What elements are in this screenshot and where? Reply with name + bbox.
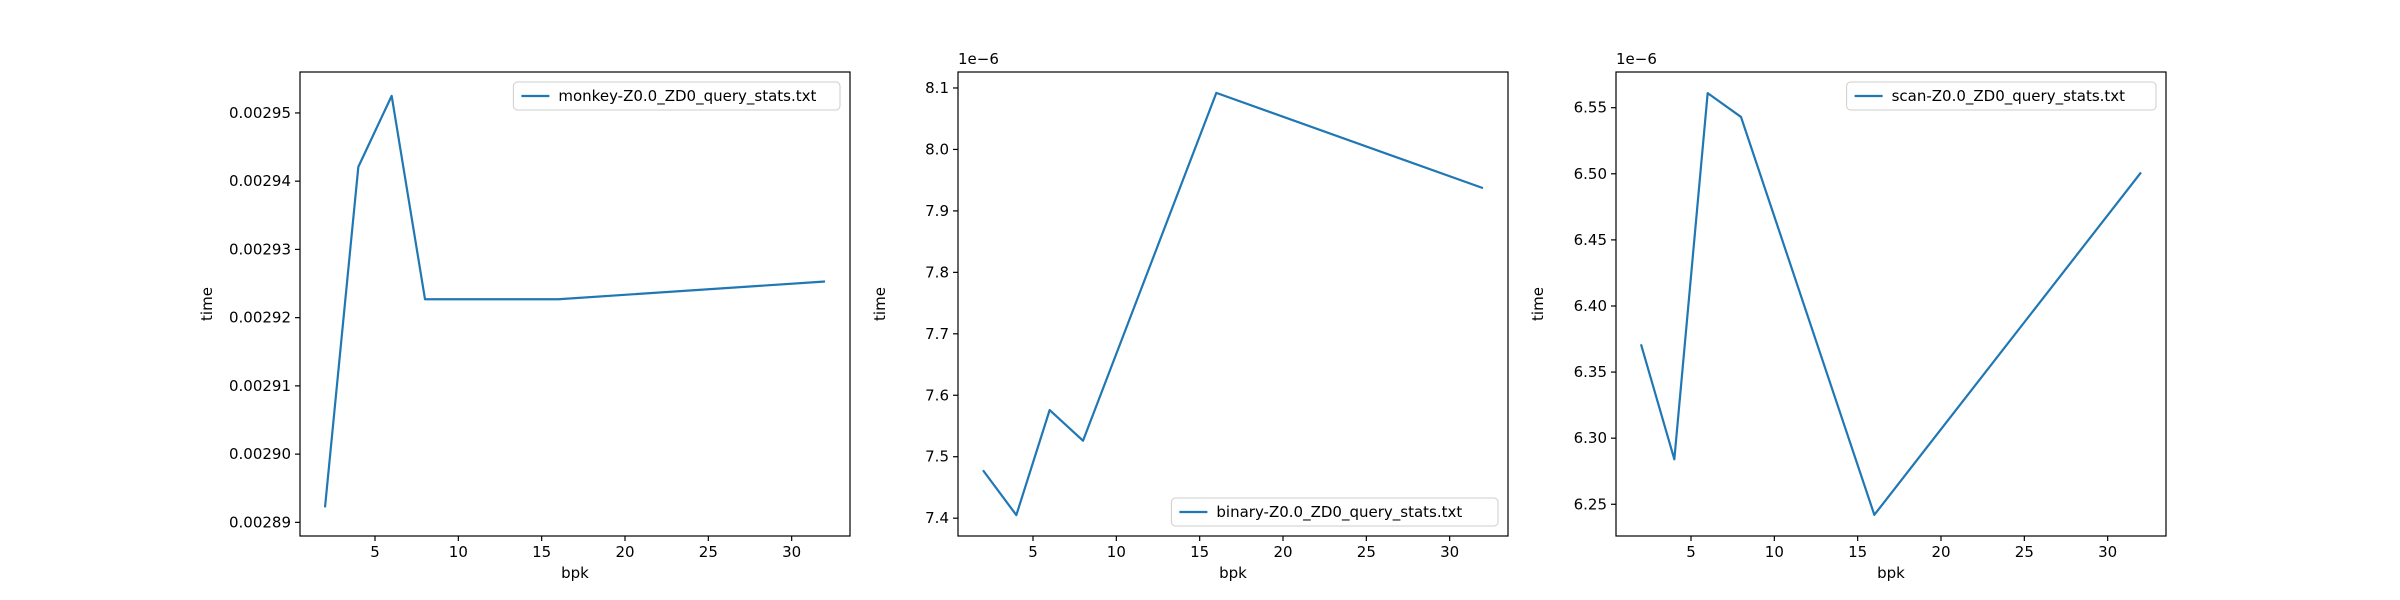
y-tick-label: 6.30 (1574, 429, 1607, 447)
x-tick-label: 30 (782, 543, 801, 561)
legend-label: scan-Z0.0_ZD0_query_stats.txt (1892, 87, 2126, 106)
x-axis-label: bpk (1877, 564, 1905, 582)
y-tick-label: 6.35 (1574, 363, 1607, 381)
y-tick-label: 0.00291 (229, 377, 291, 395)
y-tick-label: 6.25 (1574, 495, 1607, 513)
y-tick-label: 6.55 (1574, 99, 1607, 117)
x-tick-label: 20 (1931, 543, 1950, 561)
legend-box (512, 81, 841, 111)
x-axis-label: bpk (561, 564, 589, 582)
y-tick-label: 7.6 (925, 386, 949, 404)
y-tick-label: 0.00290 (229, 445, 291, 463)
x-tick-label: 20 (1273, 543, 1292, 561)
axes-frame (1615, 71, 2167, 537)
x-tick-label: 25 (1357, 543, 1376, 561)
y-tick-label: 0.00294 (229, 172, 291, 190)
x-tick-label: 20 (615, 543, 634, 561)
y-tick-label: 6.45 (1574, 231, 1607, 249)
subplot-monkey: 5 10 15 20 25 30 0.00289 0.00290 0.00291 0.00292 0… (198, 71, 851, 582)
legend: monkey-Z0.0_ZD0_query_stats.txt (512, 81, 841, 111)
y-tick-label: 7.4 (925, 509, 949, 527)
x-axis-label: bpk (1219, 564, 1247, 582)
series-line (323, 94, 826, 508)
legend: scan-Z0.0_ZD0_query_stats.txt (1846, 81, 2157, 111)
y-axis-label: time (1529, 287, 1547, 321)
y-offset-label: 1e−6 (958, 50, 999, 68)
y-tick-label: 8.1 (925, 79, 949, 97)
series-line (1639, 92, 2142, 516)
x-tick-label: 5 (370, 543, 380, 561)
x-tick-label: 10 (1107, 543, 1126, 561)
legend-box (1170, 497, 1499, 527)
y-tick-label: 7.7 (925, 325, 949, 343)
legend-label: binary-Z0.0_ZD0_query_stats.txt (1216, 503, 1462, 522)
y-tick-label: 7.9 (925, 202, 949, 220)
x-tick-label: 30 (1440, 543, 1459, 561)
y-tick-label: 8.0 (925, 140, 949, 158)
y-tick-label: 7.5 (925, 448, 949, 466)
y-tick-label: 7.8 (925, 263, 949, 281)
legend-box (1846, 81, 2157, 111)
x-tick-label: 25 (2015, 543, 2034, 561)
y-tick-label: 0.00293 (229, 240, 291, 258)
y-axis-label: time (198, 287, 216, 321)
x-tick-label: 10 (1765, 543, 1784, 561)
axes-frame (299, 71, 851, 537)
legend: binary-Z0.0_ZD0_query_stats.txt (1170, 497, 1499, 527)
x-tick-label: 30 (2098, 543, 2117, 561)
y-axis-label: time (871, 287, 889, 321)
y-tick-label: 0.00295 (229, 104, 291, 122)
legend-label: monkey-Z0.0_ZD0_query_stats.txt (558, 87, 816, 106)
x-tick-label: 5 (1686, 543, 1696, 561)
x-tick-label: 15 (1190, 543, 1209, 561)
x-tick-label: 10 (449, 543, 468, 561)
x-tick-label: 15 (532, 543, 551, 561)
y-tick-label: 0.00292 (229, 309, 291, 327)
axes-frame (957, 71, 1509, 537)
subplot-scan: 5 10 15 20 25 30 6.25 6.30 6.35 6.40 6.45 6.50 6.55 b… (1529, 50, 2167, 582)
x-tick-label: 25 (699, 543, 718, 561)
series-line (982, 91, 1484, 517)
y-tick-label: 6.40 (1574, 297, 1607, 315)
y-tick-label: 0.00289 (229, 513, 291, 531)
x-tick-label: 5 (1028, 543, 1038, 561)
y-tick-label: 6.50 (1574, 165, 1607, 183)
subplot-binary: 5 10 15 20 25 30 7.4 7.5 7.6 7.7 7.8 7.9 8.0 8.1 bpk ti… (871, 50, 1509, 582)
y-offset-label: 1e−6 (1616, 50, 1657, 68)
x-tick-label: 15 (1848, 543, 1867, 561)
